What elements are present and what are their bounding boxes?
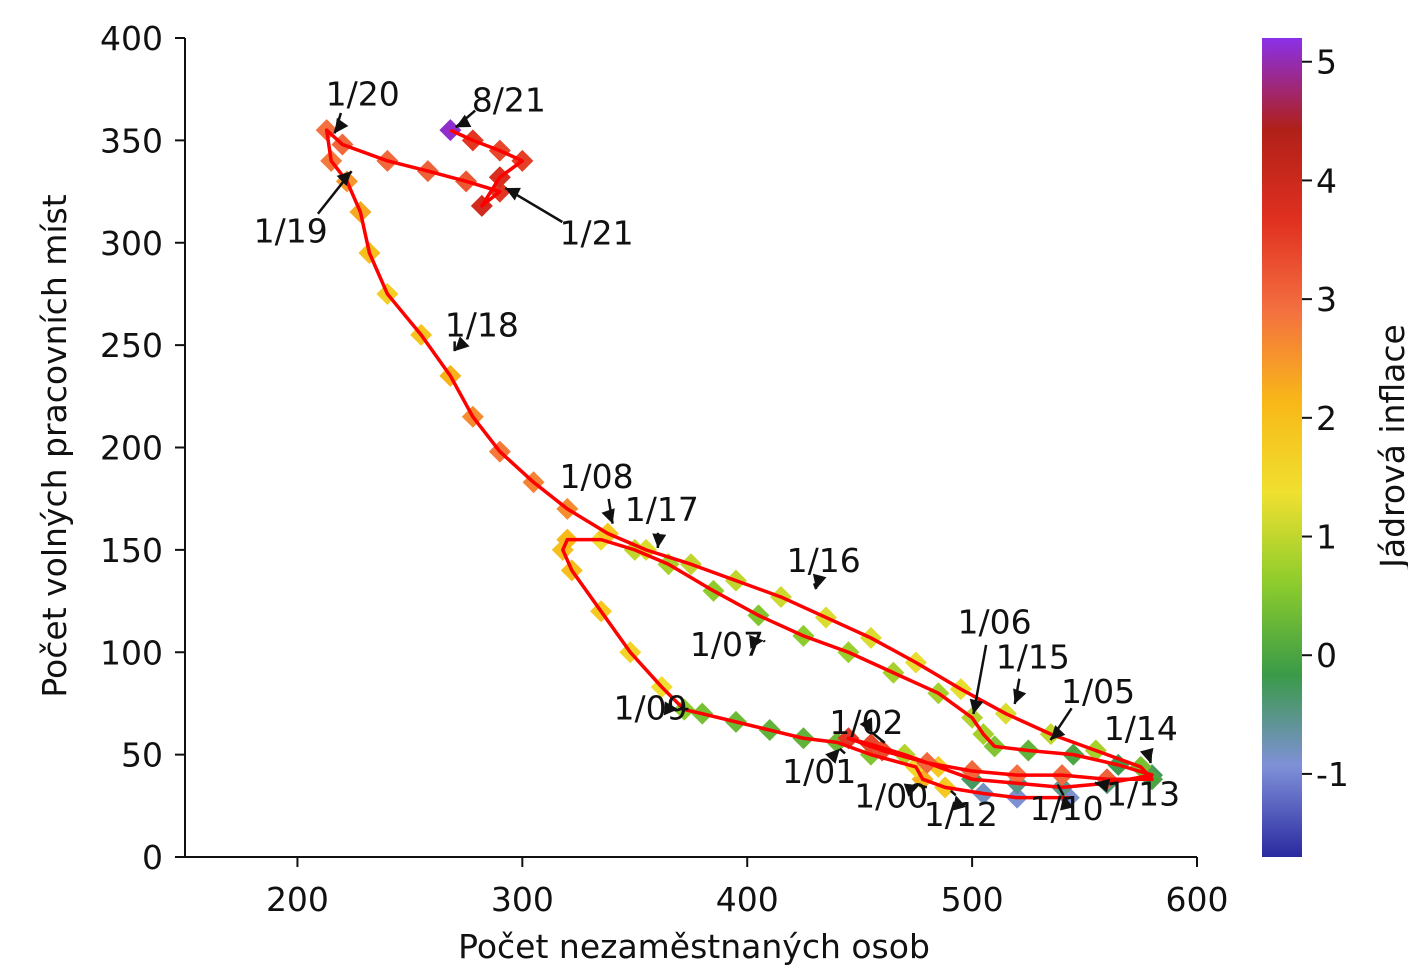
annotation-label: 1/06 [958, 603, 1032, 642]
x-tick-label: 600 [1166, 880, 1229, 919]
annotation-label: 1/18 [445, 306, 519, 345]
y-tick-label: 50 [121, 736, 163, 775]
annotation-arrow-shaft [764, 641, 765, 642]
y-tick-label: 200 [100, 429, 163, 468]
annotation-label: 1/01 [782, 752, 856, 791]
annotation-label: 1/13 [1106, 775, 1180, 814]
colorbar-tick-label: -1 [1316, 755, 1349, 794]
annotation-label: 1/14 [1104, 709, 1178, 748]
annotation-label: 1/09 [613, 689, 687, 728]
annotation-label: 1/12 [924, 795, 998, 834]
x-tick-label: 200 [266, 880, 329, 919]
annotation-label: 1/15 [996, 637, 1070, 676]
x-tick-label: 300 [491, 880, 554, 919]
y-tick-label: 300 [100, 224, 163, 263]
line-layer [327, 130, 1152, 797]
y-tick-label: 150 [100, 531, 163, 570]
colorbar-label: Jádrová inflace [1373, 324, 1408, 570]
colorbar-tick-label: 2 [1316, 399, 1337, 438]
y-tick-label: 400 [100, 19, 163, 58]
annotation-label: 8/21 [472, 80, 546, 119]
y-tick-label: 100 [100, 633, 163, 672]
marker-layer [316, 119, 1163, 808]
x-tick-label: 400 [716, 880, 779, 919]
x-tick-label: 500 [941, 880, 1004, 919]
y-axis-label: Počet volných pracovních míst [35, 194, 74, 697]
annotation-arrow-head [602, 508, 615, 524]
annotation-arrow-head [335, 118, 349, 133]
annotation-label: 1/00 [854, 777, 928, 816]
annotation-label: 1/21 [559, 214, 633, 253]
colorbar [1262, 38, 1302, 857]
colorbar-tick-label: 4 [1316, 161, 1337, 200]
colorbar-tick-label: 3 [1316, 280, 1337, 319]
y-tick-label: 0 [142, 838, 163, 877]
x-axis-label: Počet nezaměstnaných osob [458, 927, 930, 966]
colorbar-tick-label: 0 [1316, 636, 1337, 675]
annotation-layer: 1/20 8/21 1/21 1/19 1/18 1/081/17 1/16 1/061/15… [254, 74, 1180, 834]
colorbar-layer: -1 0 1 2 3 4 5 [1262, 38, 1349, 857]
annotation-label: 1/17 [625, 490, 699, 529]
annotation-label: 1/20 [326, 74, 400, 113]
y-tick-label: 250 [100, 326, 163, 365]
annotation-label: 1/05 [1061, 672, 1135, 711]
y-tick-label: 350 [100, 121, 163, 160]
trajectory-line [327, 130, 1152, 797]
annotation-label: 1/16 [787, 541, 861, 580]
colorbar-tick-label: 5 [1316, 43, 1337, 82]
annotation-arrow-head [652, 533, 666, 548]
colorbar-tick-label: 1 [1316, 518, 1337, 557]
annotation-arrow-head [1013, 688, 1026, 704]
annotation-label: 1/08 [559, 457, 633, 496]
annotation-label: 1/19 [254, 211, 328, 250]
